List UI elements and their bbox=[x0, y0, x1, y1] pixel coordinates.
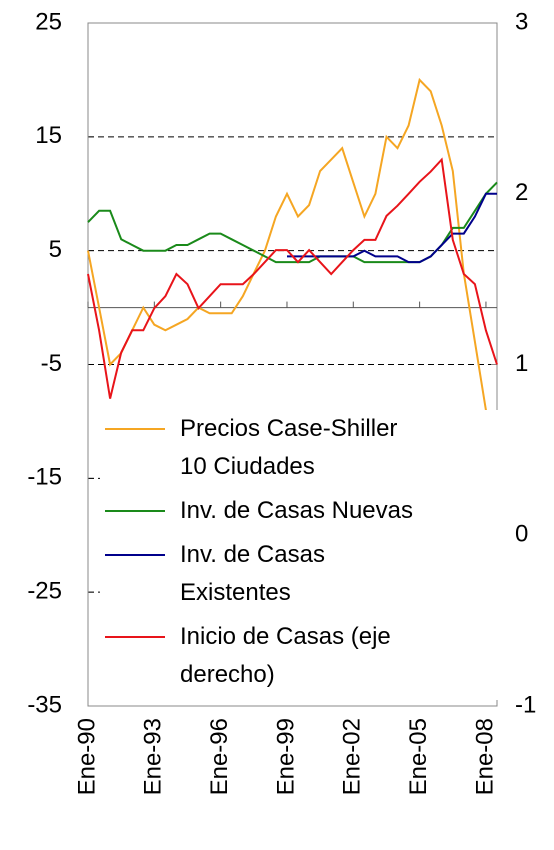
legend-entry: Inv. de Casas Existentes bbox=[100, 536, 498, 612]
legend-entry: Precios Case-Shiller 10 Ciudades bbox=[100, 410, 498, 486]
y2-tick-label: -1 bbox=[515, 691, 536, 718]
legend-swatch bbox=[105, 428, 165, 430]
series-line bbox=[87, 157, 498, 399]
legend-swatch bbox=[105, 510, 165, 512]
legend-entry: Inicio de Casas (eje derecho) bbox=[100, 618, 498, 694]
x-tick-label: Ene-02 bbox=[339, 718, 366, 795]
y2-tick-label: 2 bbox=[515, 179, 528, 206]
y-tick-label: -25 bbox=[27, 578, 62, 605]
x-tick-label: Ene-99 bbox=[272, 718, 299, 795]
x-tick-label: Ene-05 bbox=[405, 718, 432, 795]
x-tick-label: Ene-90 bbox=[73, 718, 100, 795]
legend-swatch bbox=[105, 554, 165, 556]
legend: Precios Case-Shiller 10 Ciudades Inv. de … bbox=[100, 410, 498, 700]
series-line bbox=[287, 192, 497, 264]
legend-entry: Inv. de Casas Nuevas bbox=[100, 492, 498, 530]
y-tick-label: -5 bbox=[41, 350, 62, 377]
y-tick-label: 25 bbox=[35, 8, 62, 35]
y2-tick-label: 1 bbox=[515, 350, 528, 377]
y2-tick-label: 0 bbox=[515, 521, 528, 548]
y-tick-label: 15 bbox=[35, 122, 62, 149]
legend-swatch bbox=[105, 636, 165, 638]
y-tick-label: 5 bbox=[49, 236, 62, 263]
y-tick-label: -35 bbox=[27, 691, 62, 718]
y2-tick-label: 3 bbox=[515, 8, 528, 35]
legend-label: Precios Case-Shiller 10 Ciudades bbox=[180, 415, 398, 480]
x-tick-label: Ene-93 bbox=[140, 718, 167, 795]
legend-label: Inv. de Casas Existentes bbox=[180, 541, 325, 606]
y-tick-label: -15 bbox=[27, 464, 62, 491]
legend-label: Inv. de Casas Nuevas bbox=[180, 497, 414, 524]
series-line bbox=[87, 77, 498, 462]
legend-label: Inicio de Casas (eje derecho) bbox=[180, 623, 391, 688]
x-tick-label: Ene-08 bbox=[471, 718, 498, 795]
x-tick-label: Ene-96 bbox=[206, 718, 233, 795]
